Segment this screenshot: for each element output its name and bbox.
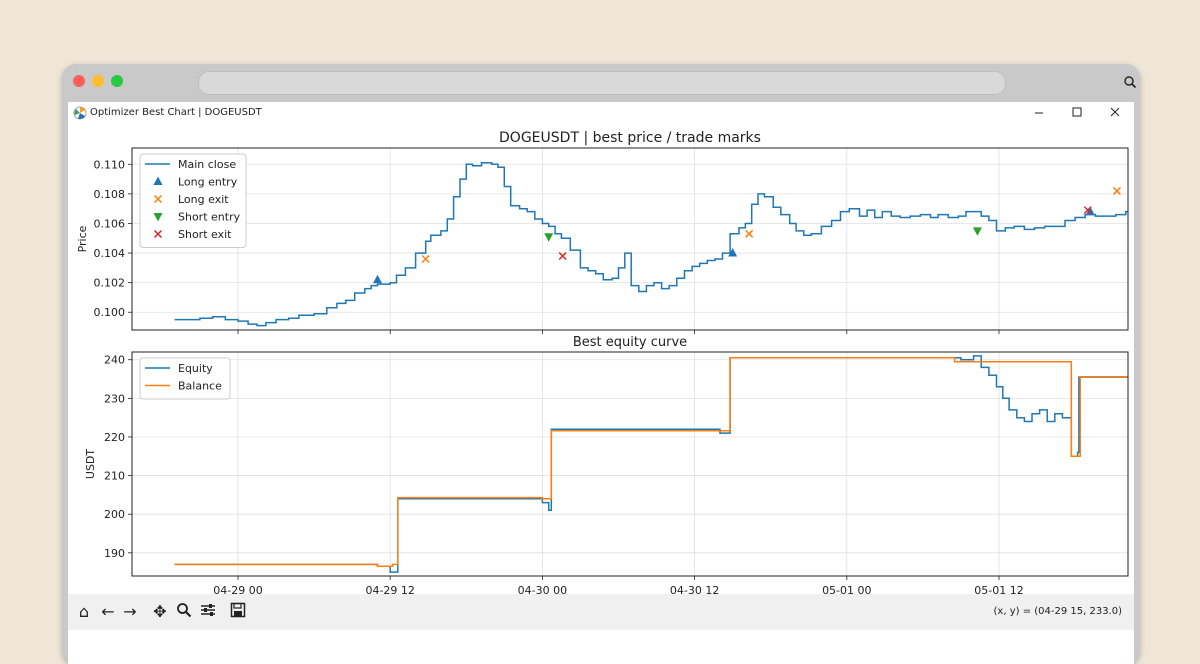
y-tick-label: 0.106	[94, 217, 126, 230]
long-entry-marker	[373, 274, 383, 284]
x-tick-label: 04-29 00	[213, 584, 262, 594]
y-tick-label: 0.110	[94, 158, 126, 171]
axes-panel-2	[128, 351, 1129, 580]
legend-swatch	[153, 194, 163, 204]
short-exit-marker	[558, 251, 567, 261]
close-traffic-light[interactable]	[73, 75, 85, 87]
window-title: Optimizer Best Chart | DOGEUSDT	[90, 107, 262, 118]
browser-window: Optimizer Best Chart | DOGEUSDT 0.100 0.1…	[62, 64, 1140, 664]
zoom-button[interactable]	[174, 602, 194, 622]
y-axis-label: Price	[76, 225, 89, 252]
address-bar[interactable]	[198, 71, 1137, 95]
legend-label: Balance	[178, 380, 222, 393]
axes-frame	[131, 147, 1129, 331]
window-titlebar: Optimizer Best Chart | DOGEUSDT	[68, 102, 1134, 124]
minimize-traffic-light[interactable]	[92, 75, 104, 87]
legend-label: Equity	[178, 362, 213, 375]
close-icon	[1110, 107, 1120, 117]
short-entry-marker	[544, 233, 554, 242]
y-tick-label: 190	[104, 547, 125, 560]
series-line	[174, 357, 1128, 568]
long-entry-marker	[728, 248, 738, 257]
maximize-button[interactable]	[1062, 102, 1092, 124]
legend-label: Long entry	[178, 176, 238, 189]
app-window: Optimizer Best Chart | DOGEUSDT 0.100 0.1…	[68, 102, 1134, 664]
save-icon	[230, 602, 246, 618]
short-exit-marker	[1083, 206, 1092, 215]
long-exit-marker	[1112, 186, 1121, 195]
short-entry-marker	[972, 227, 982, 236]
home-icon: ⌂	[78, 602, 90, 621]
forward-icon: →	[123, 602, 137, 621]
minimize-button[interactable]	[1024, 102, 1054, 124]
legend-swatch	[153, 176, 163, 185]
axes-panel-1	[128, 147, 1129, 334]
axes-title: Best equity curve	[573, 335, 687, 350]
zoom-icon	[177, 603, 192, 618]
x-tick-label: 04-30 00	[518, 584, 567, 594]
legend-swatch	[153, 229, 163, 239]
close-button[interactable]	[1100, 102, 1130, 124]
long-exit-marker	[421, 254, 430, 264]
y-axis-label: USDT	[84, 449, 97, 480]
x-tick-label: 05-01 12	[974, 584, 1023, 594]
legend-box	[139, 153, 247, 248]
legend-label: Short exit	[178, 228, 232, 241]
y-tick-label: 0.102	[94, 277, 126, 290]
y-tick-label: 200	[104, 508, 125, 521]
home-button[interactable]: ⌂	[74, 602, 94, 622]
minimize-icon	[1035, 112, 1043, 114]
long-entry-marker	[1085, 206, 1095, 216]
pan-icon: ✥	[153, 602, 167, 621]
axes-frame	[131, 351, 1129, 577]
y-tick-label: 220	[104, 431, 125, 444]
x-tick-label: 04-30 12	[670, 584, 719, 594]
forward-button[interactable]: →	[120, 602, 140, 622]
y-tick-label: 230	[104, 392, 125, 405]
configure-button[interactable]	[198, 602, 218, 622]
y-tick-label: 0.100	[94, 306, 126, 319]
x-tick-label: 04-29 12	[365, 584, 414, 594]
axes-title: DOGEUSDT | best price / trade marks	[499, 130, 761, 146]
maximize-icon	[1072, 107, 1082, 117]
x-tick-label: 05-01 00	[822, 584, 871, 594]
cursor-coordinates: (x, y) = (04-29 15, 233.0)	[993, 606, 1122, 617]
save-button[interactable]	[228, 602, 248, 622]
y-tick-label: 0.104	[94, 247, 126, 260]
search-icon	[1124, 76, 1137, 89]
legend-label: Short entry	[178, 211, 241, 224]
zoom-traffic-light[interactable]	[111, 75, 123, 87]
y-tick-label: 0.108	[94, 188, 126, 201]
matplotlib-logo-icon	[73, 106, 87, 120]
legend-label: Main close	[178, 158, 236, 171]
configure-icon	[201, 604, 215, 616]
series-line	[174, 162, 1128, 327]
navigation-toolbar: ⌂ ← → ✥ (x, y) = (04-29 15, 233.0)	[68, 594, 1134, 630]
back-button[interactable]: ←	[98, 602, 118, 622]
series-line	[174, 355, 1128, 573]
figure-canvas[interactable]: 0.100 0.102 0.104 0.106 0.108 0.110 DOGEUSDT |…	[68, 124, 1134, 594]
legend-label: Long exit	[178, 193, 229, 206]
legend-swatch	[153, 213, 163, 222]
back-icon: ←	[101, 602, 115, 621]
pan-button[interactable]: ✥	[150, 602, 170, 622]
y-tick-label: 240	[104, 354, 125, 367]
y-tick-label: 210	[104, 470, 125, 483]
long-exit-marker	[745, 229, 754, 238]
